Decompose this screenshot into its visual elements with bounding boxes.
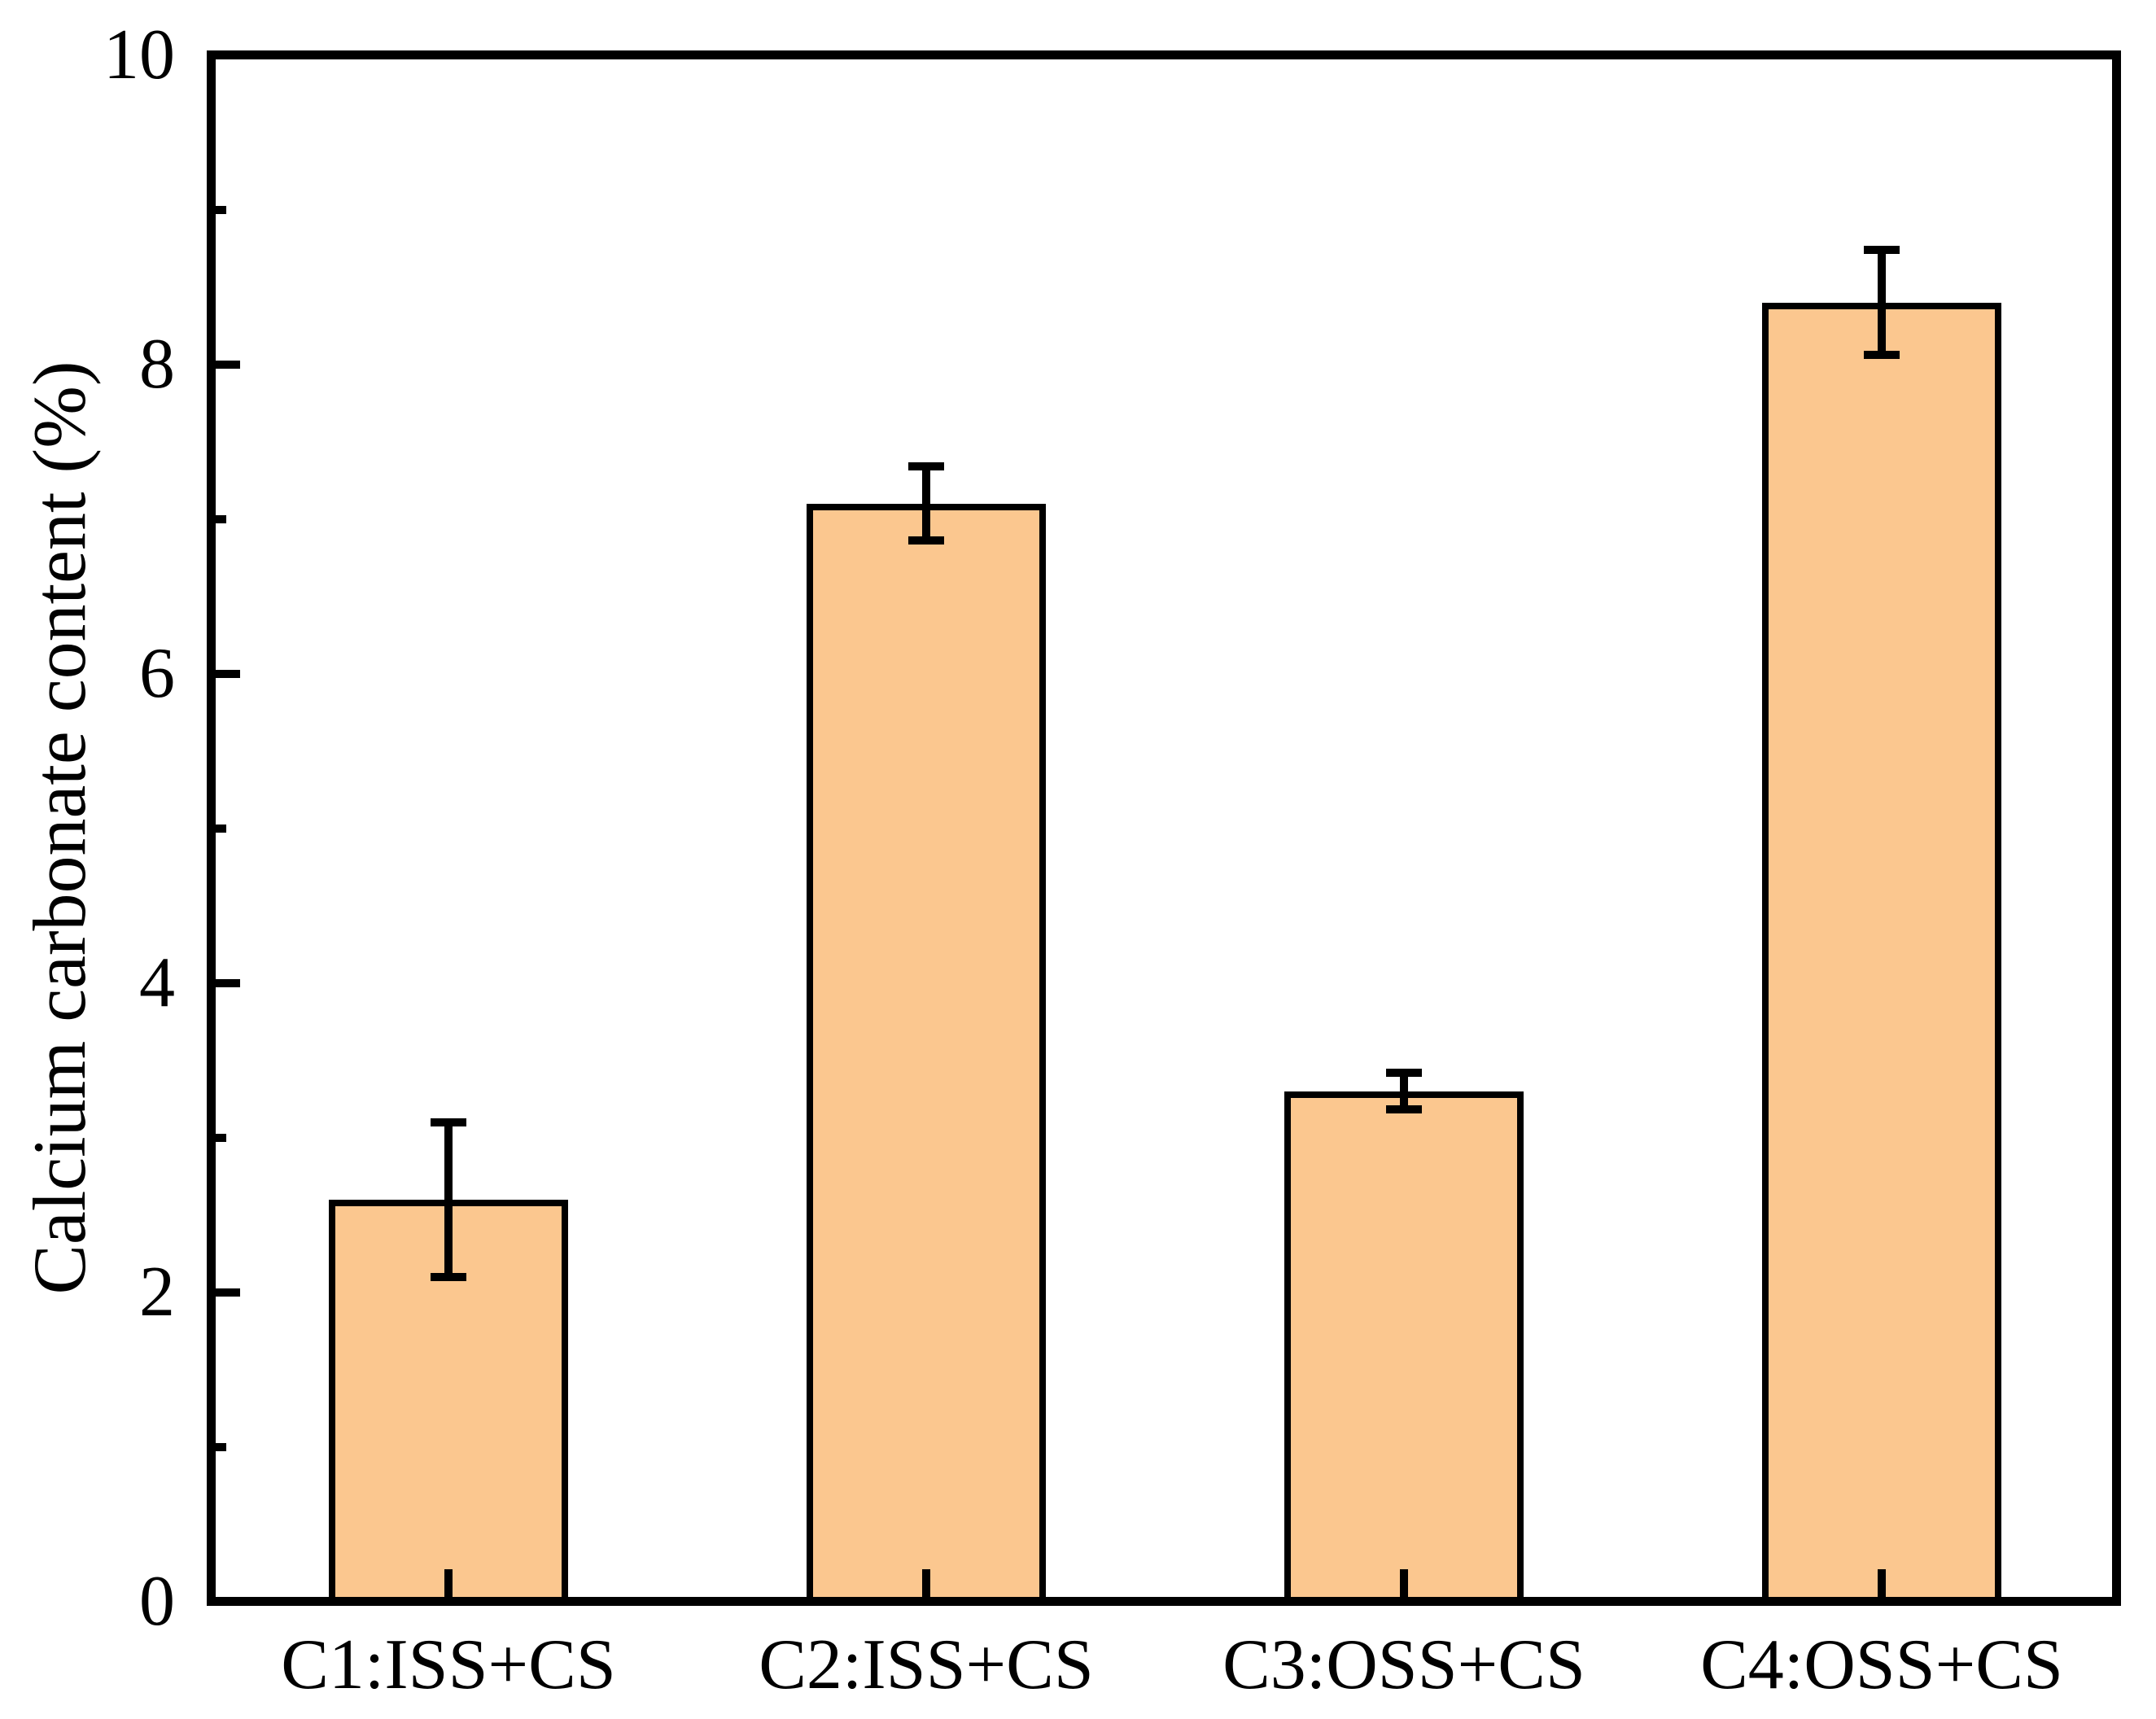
error-bar-line-4: [1878, 249, 1886, 356]
y-tick-label-0: 0: [139, 1561, 175, 1641]
x-category-label-2: C2:ISS+CS: [759, 1625, 1094, 1704]
y-minor-tick-7: [216, 514, 226, 523]
bar-2: [807, 503, 1046, 1597]
y-minor-tick-9: [216, 205, 226, 214]
y-tick-label-10: 10: [103, 15, 175, 94]
error-bar-line-3: [1400, 1072, 1408, 1110]
error-bar-line-2: [922, 466, 930, 541]
error-bar-top-cap-4: [1864, 245, 1900, 254]
y-major-tick-4: [216, 978, 240, 987]
y-major-tick-6: [216, 669, 240, 678]
error-bar-top-cap-2: [908, 461, 944, 470]
y-tick-label-4: 4: [139, 943, 175, 1022]
y-major-tick-8: [216, 360, 240, 369]
y-tick-label-6: 6: [139, 633, 175, 713]
error-bar-bottom-cap-3: [1386, 1105, 1422, 1114]
y-major-tick-2: [216, 1288, 240, 1297]
y-minor-tick-3: [216, 1133, 226, 1142]
x-tick-4: [1878, 1569, 1886, 1597]
bar-4: [1762, 302, 2001, 1597]
error-bar-top-cap-1: [431, 1118, 466, 1126]
x-category-label-1: C1:ISS+CS: [281, 1625, 616, 1704]
y-tick-label-2: 2: [139, 1252, 175, 1332]
x-tick-1: [444, 1569, 453, 1597]
y-tick-label-8: 8: [139, 324, 175, 404]
x-category-label-4: C4:OSS+CS: [1700, 1625, 2063, 1704]
error-bar-top-cap-3: [1386, 1068, 1422, 1077]
bar-3: [1284, 1091, 1524, 1597]
error-bar-bottom-cap-4: [1864, 351, 1900, 360]
x-category-label-3: C3:OSS+CS: [1222, 1625, 1585, 1704]
y-minor-tick-1: [216, 1442, 226, 1451]
plot-area: [207, 50, 2121, 1606]
error-bar-bottom-cap-2: [908, 536, 944, 545]
y-axis-title: Calcium carbonate content (%): [18, 361, 101, 1295]
y-minor-tick-5: [216, 824, 226, 833]
x-tick-3: [1400, 1569, 1408, 1597]
x-tick-2: [922, 1569, 930, 1597]
error-bar-line-1: [444, 1122, 453, 1277]
error-bar-bottom-cap-1: [431, 1272, 466, 1281]
